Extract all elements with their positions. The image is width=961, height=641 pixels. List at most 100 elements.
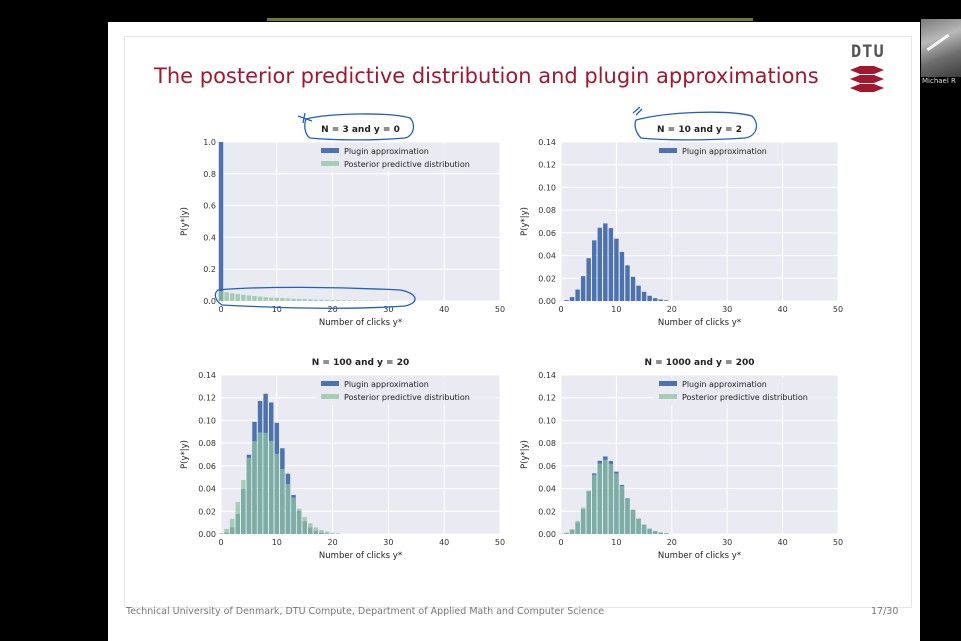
y-tick-label: 0.14 — [198, 371, 216, 380]
bar — [636, 518, 641, 534]
y-tick-label: 0.08 — [538, 439, 556, 448]
bar — [296, 508, 302, 534]
webcam-thumbnail[interactable]: Michael R — [921, 19, 961, 89]
y-tick-label: 0.04 — [198, 485, 216, 494]
bar — [619, 485, 625, 534]
bar — [280, 298, 285, 301]
bar — [575, 520, 580, 534]
bar — [630, 509, 636, 534]
legend-label: Plugin approximation — [344, 380, 429, 389]
bar — [229, 293, 235, 301]
y-tick-label: 1.0 — [203, 138, 216, 147]
bar — [341, 300, 346, 301]
bar — [308, 299, 313, 301]
legend-swatch — [659, 394, 677, 399]
y-axis-label: P(y*|y) — [520, 440, 530, 469]
legend-label: Posterior predictive distribution — [344, 160, 470, 169]
chart-panel-4 — [558, 374, 839, 535]
chart-title: N = 1000 and y = 200 — [644, 358, 754, 368]
slide-title: The posterior predictive distribution an… — [154, 64, 819, 88]
x-tick-label: 0 — [218, 538, 223, 547]
bar — [246, 457, 252, 534]
legend-swatch — [321, 161, 339, 166]
bar — [224, 528, 229, 534]
bar — [603, 223, 608, 301]
chart-panel-1 — [218, 141, 501, 302]
chart-title: N = 3 and y = 0 — [321, 125, 400, 135]
x-tick-label: 50 — [495, 305, 505, 314]
y-tick-label: 0.6 — [203, 202, 216, 211]
bar — [614, 473, 619, 534]
bar — [569, 297, 575, 301]
bar — [664, 300, 669, 301]
chart-title: N = 100 and y = 20 — [312, 358, 410, 368]
bar — [580, 276, 586, 301]
legend-swatch — [321, 381, 339, 386]
x-tick-label: 10 — [272, 538, 282, 547]
bar — [246, 295, 252, 301]
x-tick-label: 0 — [558, 538, 563, 547]
bar — [625, 498, 630, 534]
bar — [603, 459, 608, 534]
x-tick-label: 30 — [383, 538, 393, 547]
bar — [619, 251, 625, 301]
y-tick-label: 0.02 — [538, 274, 556, 283]
legend-label: Posterior predictive distribution — [344, 393, 470, 402]
x-tick-label: 0 — [218, 305, 223, 314]
bar — [352, 300, 358, 301]
bar — [597, 463, 602, 534]
bar — [291, 497, 296, 534]
x-tick-label: 50 — [495, 538, 505, 547]
bar — [224, 292, 229, 301]
bar — [274, 453, 280, 534]
slide-top-rule — [267, 18, 753, 21]
slide-footer: Technical University of Denmark, DTU Com… — [126, 606, 605, 617]
bar — [291, 298, 296, 301]
bar — [625, 265, 630, 301]
slide — [108, 22, 920, 641]
legend-label: Plugin approximation — [682, 380, 767, 389]
y-tick-label: 0.2 — [203, 265, 216, 274]
bar — [641, 291, 647, 301]
bar — [614, 238, 619, 301]
y-tick-label: 0.06 — [538, 229, 556, 238]
y-tick-label: 0.00 — [198, 530, 216, 539]
bar — [586, 258, 591, 301]
x-tick-label: 20 — [667, 538, 677, 547]
y-tick-label: 0.10 — [198, 416, 216, 425]
bar — [257, 432, 263, 534]
bar — [335, 533, 341, 534]
x-tick-label: 20 — [667, 305, 677, 314]
bar — [647, 295, 652, 301]
bar — [330, 532, 335, 534]
bar — [564, 532, 569, 534]
x-tick-label: 30 — [722, 538, 732, 547]
bar — [241, 479, 246, 534]
bar — [218, 533, 224, 534]
legend-label: Plugin approximation — [344, 147, 429, 156]
x-tick-label: 10 — [611, 305, 621, 314]
y-tick-label: 0.14 — [538, 371, 556, 380]
legend-box — [653, 144, 835, 160]
y-tick-label: 0.00 — [538, 297, 556, 306]
bar — [319, 530, 324, 534]
y-tick-label: 0.10 — [538, 416, 556, 425]
bar — [564, 300, 569, 301]
participant-name: Michael R — [922, 77, 956, 85]
chart-panel-2 — [558, 141, 839, 302]
bar — [592, 240, 597, 301]
x-tick-label: 50 — [833, 538, 843, 547]
y-tick-label: 0.08 — [538, 206, 556, 215]
y-tick-label: 0.8 — [203, 170, 216, 179]
x-axis-label: Number of clicks y* — [658, 551, 741, 561]
x-tick-label: 20 — [328, 538, 338, 547]
bar — [313, 527, 319, 534]
y-tick-label: 0.4 — [203, 233, 216, 242]
bar — [347, 300, 352, 301]
bar — [569, 529, 575, 534]
x-tick-label: 20 — [328, 305, 338, 314]
y-tick-label: 0.02 — [538, 507, 556, 516]
bar — [296, 298, 302, 301]
bar — [335, 300, 341, 301]
bar — [235, 501, 240, 534]
